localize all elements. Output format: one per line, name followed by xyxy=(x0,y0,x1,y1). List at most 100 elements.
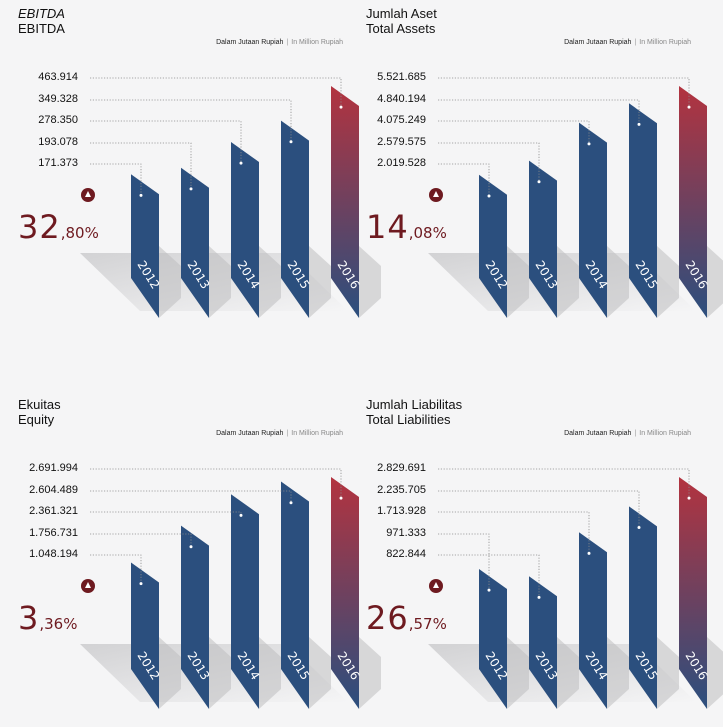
bar-shadow xyxy=(607,637,629,709)
bar-chart-svg: 2012 2013 2014 2015 2016 xyxy=(428,77,723,319)
leader-dot xyxy=(537,595,541,599)
unit-en: In Million Rupiah xyxy=(291,430,343,437)
leader-dot xyxy=(139,582,143,586)
bar-shadow xyxy=(707,246,723,318)
chart-title: Jumlah Liabilitas xyxy=(366,397,463,412)
value-label: 971.333 xyxy=(386,527,426,539)
bar-shadow xyxy=(259,246,281,318)
unit-note: Dalam Jutaan Rupiah | In Million Rupiah xyxy=(564,39,691,46)
value-label: 4.075.249 xyxy=(377,114,426,126)
leader-line xyxy=(90,468,342,499)
chart-title: Ekuitas xyxy=(18,397,61,412)
bar-chart-svg: 2012 2013 2014 2015 2016 xyxy=(80,468,381,709)
leader-dot xyxy=(587,551,591,555)
growth-integer: 32 xyxy=(18,208,61,246)
growth-percentage: 32,80% xyxy=(18,208,99,246)
growth-up-icon xyxy=(81,579,95,593)
leader-line xyxy=(90,533,192,547)
chart-subtitle: Total Assets xyxy=(366,21,436,36)
leader-dot xyxy=(139,193,143,197)
bar-shadow xyxy=(159,637,181,709)
chart-subtitle: EBITDA xyxy=(18,21,65,36)
growth-decimal: ,08% xyxy=(408,224,447,242)
bar-2012 xyxy=(131,562,159,709)
chart-panel: EBITDA EBITDA Dalam Jutaan Rupiah | In Milli… xyxy=(18,6,381,336)
bar-2015 xyxy=(629,506,657,709)
value-label: 349.328 xyxy=(38,93,78,105)
value-label: 193.078 xyxy=(38,136,78,148)
value-label: 2.235.705 xyxy=(377,484,426,496)
chart-panel: Ekuitas Equity Dalam Jutaan Rupiah | In Mill… xyxy=(18,397,381,727)
leader-dot xyxy=(289,501,293,505)
bar-shadow xyxy=(507,637,529,709)
leader-dot xyxy=(289,140,293,144)
unit-id: Dalam Jutaan Rupiah xyxy=(216,39,284,46)
bar-shadow xyxy=(557,246,579,318)
bar-2013 xyxy=(181,167,209,318)
bar-2016 xyxy=(331,86,359,318)
leader-line xyxy=(90,142,192,189)
growth-decimal: ,36% xyxy=(39,615,78,633)
bar-2016 xyxy=(679,477,707,709)
growth-integer: 26 xyxy=(366,599,409,637)
leader-dot xyxy=(587,142,591,146)
leader-dot xyxy=(339,105,343,109)
leader-line xyxy=(438,533,490,591)
bar-shadow xyxy=(707,637,723,709)
growth-percentage: 26,57% xyxy=(366,599,447,637)
leader-line xyxy=(90,511,242,516)
unit-separator: | xyxy=(286,430,289,437)
value-label: 5.521.685 xyxy=(377,71,426,83)
leader-line xyxy=(90,99,292,142)
unit-id: Dalam Jutaan Rupiah xyxy=(216,430,284,437)
chart-panel: Jumlah Aset Total Assets Dalam Jutaan Rupi… xyxy=(366,6,723,336)
bar-2015 xyxy=(281,120,309,318)
bar-2012 xyxy=(479,568,507,709)
bar-2013 xyxy=(529,160,557,318)
bar-shadow xyxy=(209,246,231,318)
bar-2014 xyxy=(579,532,607,709)
growth-up-icon xyxy=(429,188,443,202)
unit-note: Dalam Jutaan Rupiah | In Million Rupiah xyxy=(216,39,343,46)
bar-chart-svg: 2012 2013 2014 2015 2016 xyxy=(428,468,723,709)
growth-percentage: 14,08% xyxy=(366,208,447,246)
unit-separator: | xyxy=(286,39,289,46)
value-label: 2.361.321 xyxy=(29,505,78,517)
leader-dot xyxy=(189,187,193,191)
leader-line xyxy=(438,99,640,125)
chart-title: EBITDA xyxy=(18,6,65,21)
unit-en: In Million Rupiah xyxy=(639,430,691,437)
value-label: 822.844 xyxy=(386,548,426,560)
leader-line xyxy=(90,490,292,503)
unit-en: In Million Rupiah xyxy=(291,39,343,46)
unit-note: Dalam Jutaan Rupiah | In Million Rupiah xyxy=(564,430,691,437)
leader-line xyxy=(438,163,490,196)
value-label: 2.691.994 xyxy=(29,462,78,474)
bar-2012 xyxy=(479,174,507,318)
value-label: 463.914 xyxy=(38,71,78,83)
unit-id: Dalam Jutaan Rupiah xyxy=(564,430,632,437)
leader-line xyxy=(438,490,640,528)
growth-percentage: 3,36% xyxy=(18,599,77,637)
leader-dot xyxy=(637,122,641,126)
unit-id: Dalam Jutaan Rupiah xyxy=(564,39,632,46)
bar-2016 xyxy=(331,477,359,709)
leader-dot xyxy=(487,588,491,592)
leader-line xyxy=(438,511,590,554)
unit-separator: | xyxy=(634,430,637,437)
growth-decimal: ,57% xyxy=(408,615,447,633)
leader-dot xyxy=(239,513,243,517)
leader-dot xyxy=(487,194,491,198)
leader-dot xyxy=(339,496,343,500)
growth-up-icon xyxy=(429,579,443,593)
bar-shadow xyxy=(359,637,381,709)
bar-2013 xyxy=(529,576,557,709)
value-label: 171.373 xyxy=(38,157,78,169)
bar-shadow xyxy=(359,246,381,318)
bar-2015 xyxy=(629,103,657,318)
leader-dot xyxy=(189,545,193,549)
value-label: 1.713.928 xyxy=(377,505,426,517)
leader-dot xyxy=(239,161,243,165)
chart-subtitle: Total Liabilities xyxy=(366,412,451,427)
leader-line xyxy=(90,77,342,108)
